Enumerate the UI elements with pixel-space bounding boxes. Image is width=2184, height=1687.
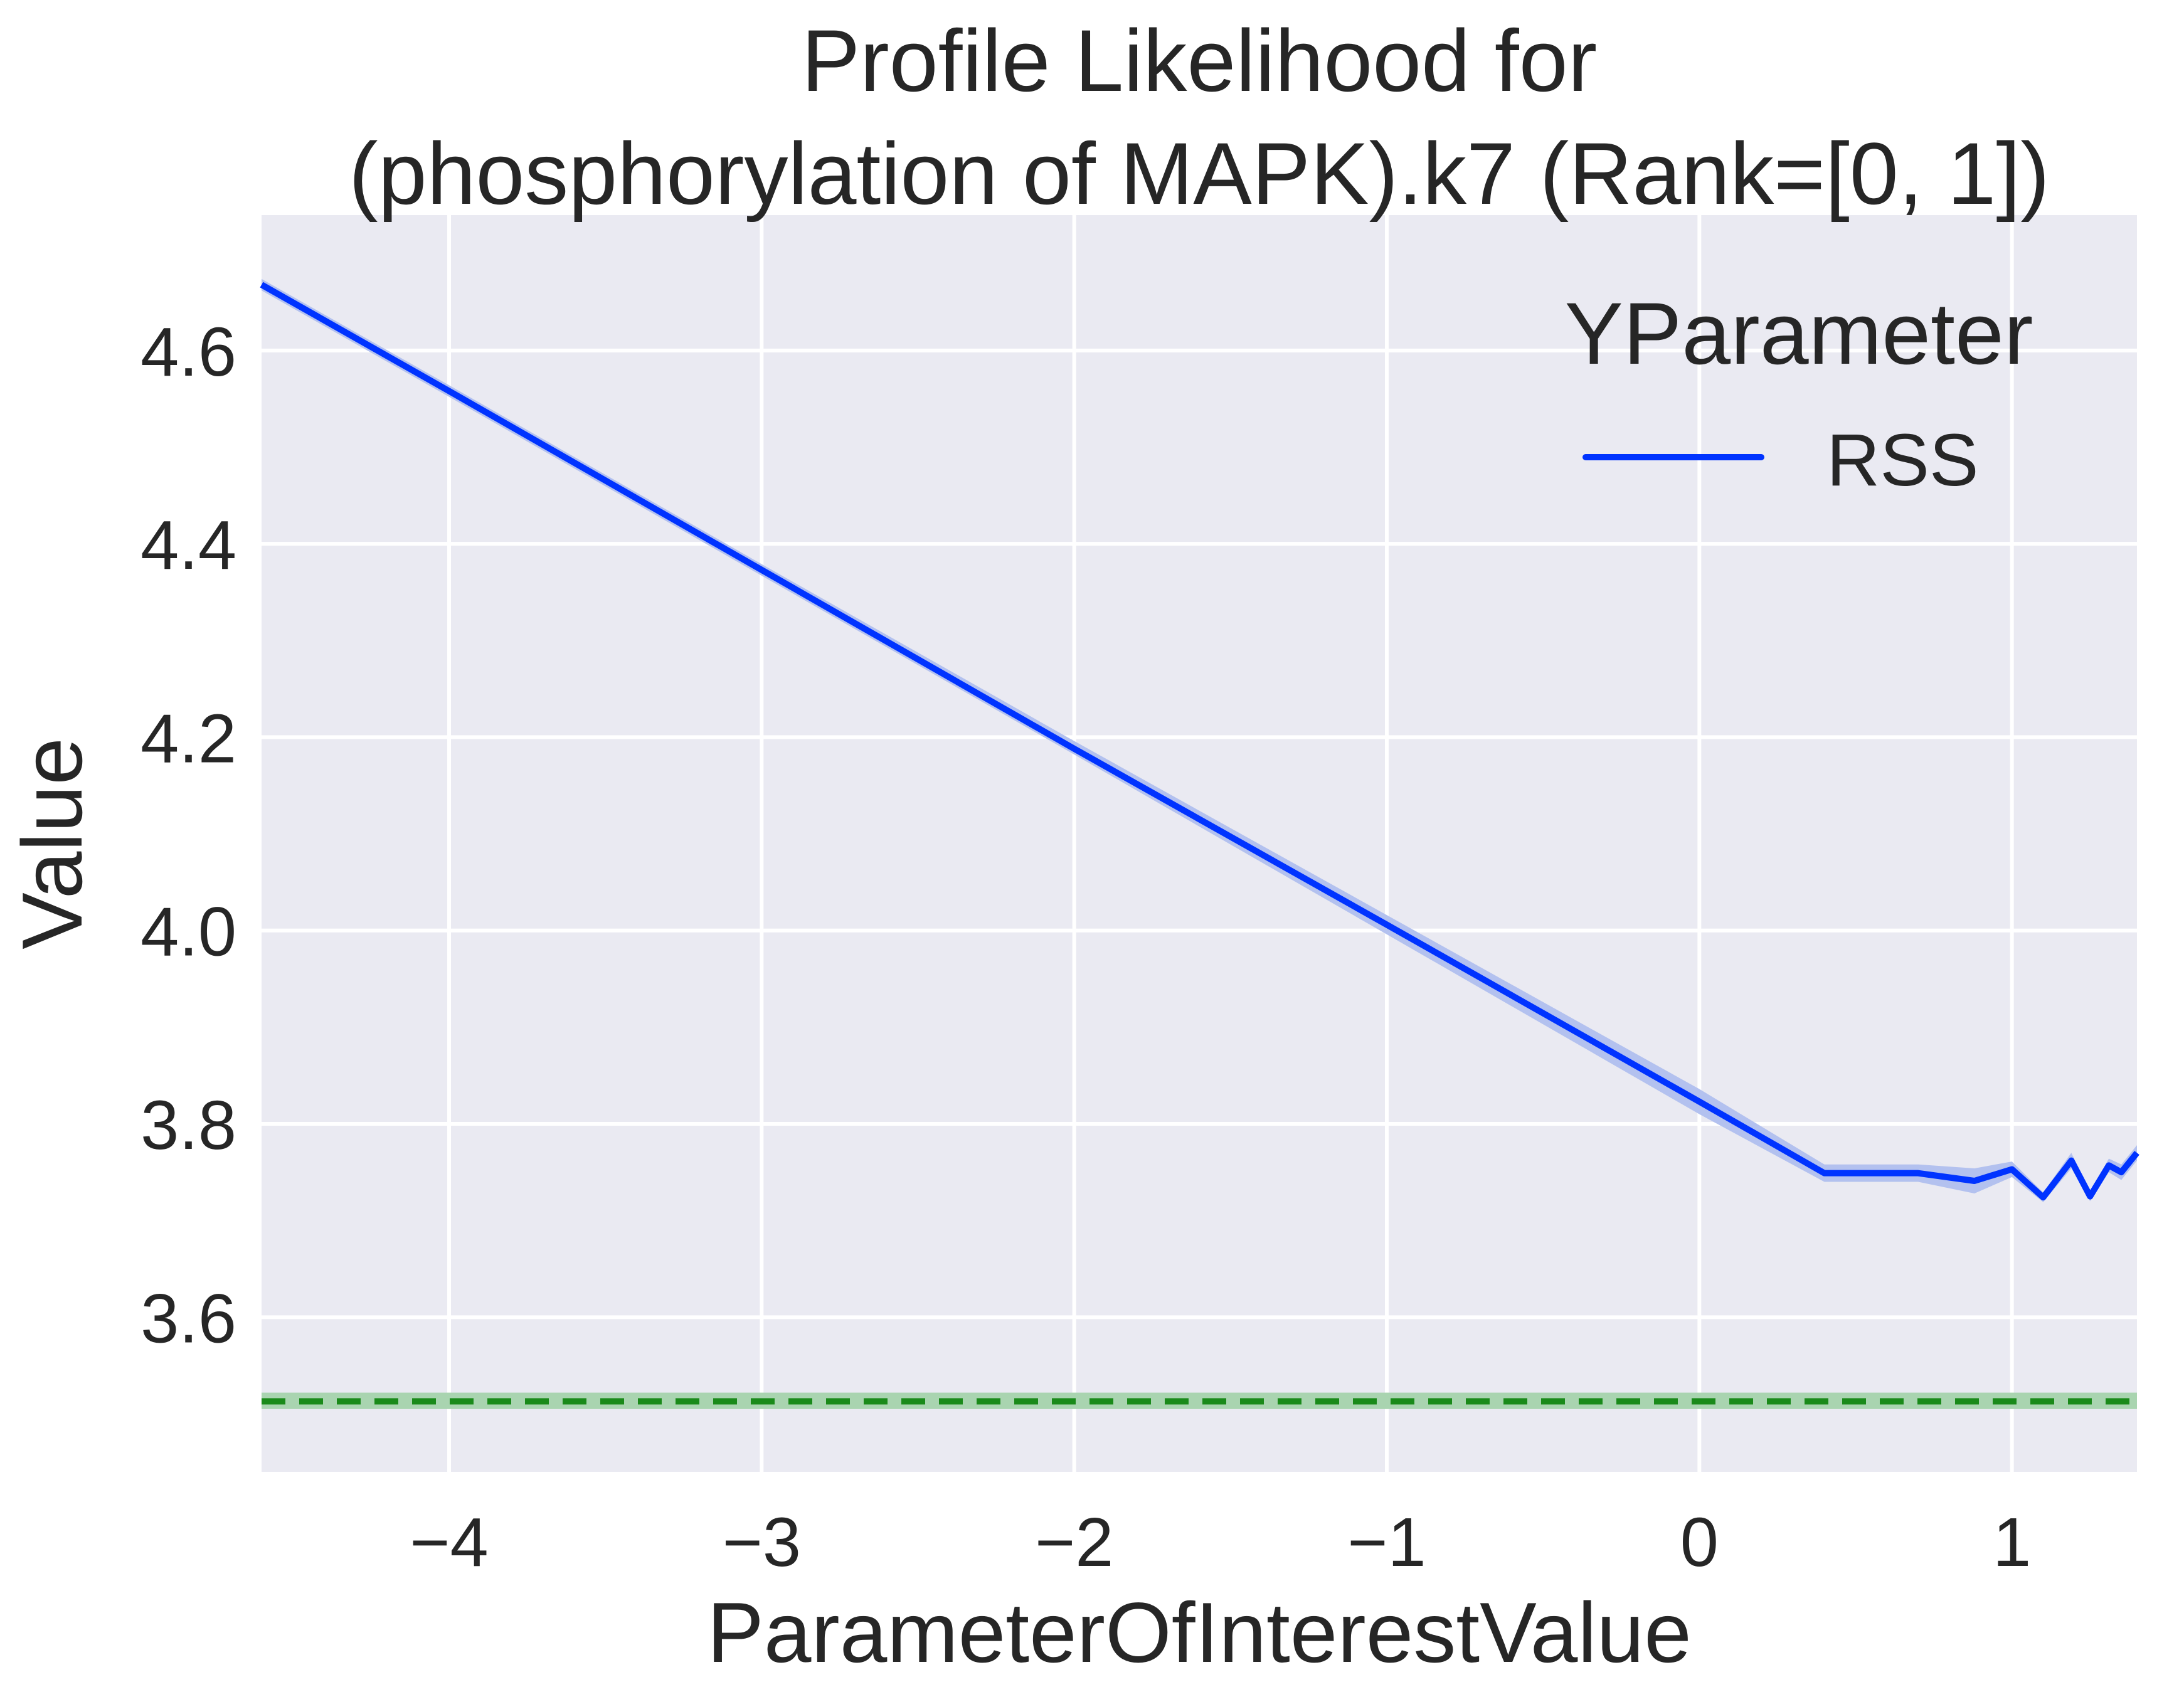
legend: YParameter RSS	[1565, 284, 2033, 502]
grid-lines	[262, 215, 2137, 1472]
x-tick-labels: −4 −3 −2 −1 0 1	[410, 1504, 2031, 1581]
y-tick-label: 4.0	[140, 894, 236, 971]
y-tick-label: 4.2	[140, 700, 236, 777]
y-tick-labels: 3.6 3.8 4.0 4.2 4.4 4.6	[140, 314, 236, 1358]
data-layer	[260, 278, 2139, 1409]
x-tick-label: −4	[410, 1504, 488, 1581]
x-tick-label: −3	[723, 1504, 801, 1581]
chart-title-line-2: (phosphorylation of MAPK).k7 (Rank=[0, 1…	[349, 124, 2050, 223]
x-tick-label: −1	[1347, 1504, 1426, 1581]
legend-title: YParameter	[1565, 284, 2033, 383]
y-tick-label: 4.4	[140, 507, 236, 584]
series-line-rss	[260, 282, 2139, 1201]
y-axis-label: Value	[4, 738, 100, 949]
x-axis-label: ParameterOfInterestValue	[707, 1585, 1692, 1680]
x-tick-label: −2	[1035, 1504, 1113, 1581]
legend-label-rss: RSS	[1826, 419, 1979, 502]
x-tick-label: 1	[1993, 1504, 2031, 1581]
plot-area	[262, 215, 2137, 1472]
y-tick-label: 4.6	[140, 314, 236, 391]
y-tick-label: 3.6	[140, 1280, 236, 1357]
x-tick-label: 0	[1680, 1504, 1719, 1581]
chart-title-line-1: Profile Likelihood for	[802, 11, 1597, 110]
y-tick-label: 3.8	[140, 1087, 236, 1164]
